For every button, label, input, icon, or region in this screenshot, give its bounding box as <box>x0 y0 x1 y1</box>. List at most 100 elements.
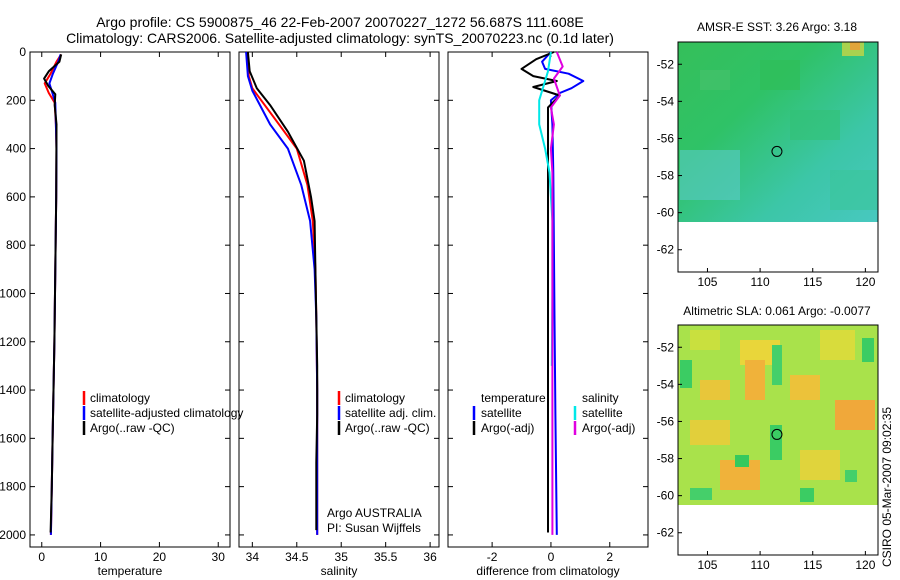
temperature-lines <box>43 53 63 535</box>
difference-legend: temperature satellite Argo(-adj) salinit… <box>472 391 635 435</box>
x-tick-label: 110 <box>751 275 770 289</box>
legend-label-satellite-adj: satellite adj. clim. <box>345 406 436 420</box>
x-tick-label: 36 <box>423 550 437 564</box>
credit-stamp: CSIRO 05-Mar-2007 09:02:35 <box>880 407 894 567</box>
y-tick-label: 0 <box>19 45 26 59</box>
x-tick-label: 0 <box>38 550 45 564</box>
difference-panel: -2 0 2 difference from climatology tempera… <box>447 51 649 578</box>
x-tick-label: 105 <box>697 275 717 289</box>
legend-label-climatology: climatology <box>90 391 150 405</box>
legend-label-temp-satellite: satellite <box>481 406 522 420</box>
x-tick-label: 0 <box>548 550 555 564</box>
y-tick-label: -58 <box>657 169 675 183</box>
x-tick-label: 120 <box>855 558 875 572</box>
sst-patch <box>760 60 800 90</box>
x-tick-label: 115 <box>803 558 822 572</box>
sla-low-patch <box>690 488 712 500</box>
sla-ticks: 105 110 115 120 -52 -54 -56 -58 -60 -62 <box>657 340 876 572</box>
sst-ticks: 105 110 115 120 -52 -54 -56 -58 -60 -62 <box>657 57 876 289</box>
sla-low-patch <box>680 360 692 388</box>
difference-ticks: -2 0 2 <box>448 51 648 564</box>
x-tick-label: 120 <box>855 275 875 289</box>
x-tick-label: 110 <box>751 558 770 572</box>
figure-title-line1: Argo profile: CS 5900875_46 22-Feb-2007 … <box>96 14 584 30</box>
salinity-panel: 34 34.5 35 35.5 36 salinity climatology sate… <box>238 51 440 578</box>
legend-label-argo: Argo(..raw -QC) <box>345 421 430 435</box>
sst-field-texture <box>680 42 878 210</box>
x-tick-label: 34 <box>246 550 260 564</box>
sst-axes-frame <box>677 41 879 273</box>
sla-patch <box>820 330 855 360</box>
difference-xlabel: difference from climatology <box>476 564 619 578</box>
y-tick-label: -56 <box>657 131 675 145</box>
y-tick-label: -60 <box>657 489 675 503</box>
sla-patch <box>800 450 840 480</box>
y-tick-label: 1800 <box>0 480 26 494</box>
legend-label-argo: Argo(..raw -QC) <box>90 421 175 435</box>
temperature-legend: climatology satellite-adjusted climatolo… <box>82 391 243 435</box>
series-line-argo-raw-qc <box>246 51 319 531</box>
y-tick-label: -58 <box>657 452 675 466</box>
sst-patch <box>680 150 740 200</box>
legend-label-temp-argo: Argo(-adj) <box>481 421 534 435</box>
sst-map-panel: AMSR-E SST: 3.26 Argo: 3.18 105 110 115 120… <box>657 20 879 289</box>
sst-map-title: AMSR-E SST: 3.26 Argo: 3.18 <box>697 20 857 34</box>
y-tick-label: -62 <box>657 526 675 540</box>
salinity-axes-frame <box>238 51 440 548</box>
legend-heading-salinity: salinity <box>582 391 619 405</box>
legend-label-sal-argo: Argo(-adj) <box>582 421 635 435</box>
y-tick-label: 1000 <box>0 286 26 300</box>
x-tick-label: 35 <box>335 550 349 564</box>
x-tick-label: 30 <box>212 550 226 564</box>
salinity-lines <box>245 51 319 535</box>
x-tick-label: 35.5 <box>374 550 398 564</box>
salinity-ticks: 34 34.5 35 35.5 36 <box>239 51 439 564</box>
x-tick-label: 10 <box>94 550 108 564</box>
sla-patch <box>790 375 820 400</box>
legend-label-satellite-adjusted: satellite-adjusted climatology <box>90 406 243 420</box>
salinity-xlabel: salinity <box>321 564 358 578</box>
sla-low-patch <box>770 425 782 460</box>
x-tick-label: 20 <box>153 550 167 564</box>
x-tick-label: 2 <box>606 550 613 564</box>
x-tick-label: 105 <box>697 558 717 572</box>
sla-field-texture <box>680 330 875 502</box>
sla-low-patch <box>845 470 857 482</box>
legend-label-climatology: climatology <box>345 391 405 405</box>
y-tick-label: -54 <box>657 94 675 108</box>
salinity-legend: climatology satellite adj. clim. Argo(..… <box>337 391 436 435</box>
y-tick-label: -60 <box>657 206 675 220</box>
sla-map-title: Altimetric SLA: 0.061 Argo: -0.0077 <box>683 304 871 318</box>
temperature-panel: 0 10 20 30 0 200 400 600 800 1000 1200 1400 1600 1800… <box>0 45 243 578</box>
y-tick-label: 600 <box>6 190 26 204</box>
series-line-argo-raw-qc <box>43 54 63 533</box>
y-tick-label: 400 <box>6 142 26 156</box>
y-tick-label: -56 <box>657 414 675 428</box>
x-tick-label: -2 <box>487 550 498 564</box>
figure-title-line2: Climatology: CARS2006. Satellite-adjuste… <box>66 30 614 46</box>
y-tick-label: -62 <box>657 243 675 257</box>
y-tick-label: 800 <box>6 238 26 252</box>
series-line-satellite-adj-clim <box>245 51 319 535</box>
sla-patch <box>835 400 875 430</box>
y-tick-label: 2000 <box>0 528 26 542</box>
temperature-axes-frame <box>29 51 231 548</box>
sla-patch <box>700 380 730 400</box>
sst-patch <box>700 70 730 90</box>
legend-label-sal-satellite: satellite <box>582 406 623 420</box>
series-line-salinity-satellite <box>538 51 554 366</box>
sla-axes-frame <box>677 324 879 556</box>
sla-low-patch <box>735 455 749 467</box>
annotation-argo-australia: Argo AUSTRALIA <box>327 506 422 520</box>
difference-lines <box>520 51 585 535</box>
temperature-xlabel: temperature <box>98 564 163 578</box>
sla-argo-marker <box>771 428 783 440</box>
y-tick-label: -52 <box>657 340 675 354</box>
sla-map-panel: Altimetric SLA: 0.061 Argo: -0.0077 105 1… <box>657 304 879 572</box>
y-tick-label: 200 <box>6 93 26 107</box>
sst-warm-core <box>850 42 860 50</box>
y-tick-label: 1400 <box>0 383 26 397</box>
annotation-pi: PI: Susan Wijffels <box>327 521 421 535</box>
y-tick-label: -54 <box>657 377 675 391</box>
series-line-temperature-argo-adj <box>520 51 561 533</box>
